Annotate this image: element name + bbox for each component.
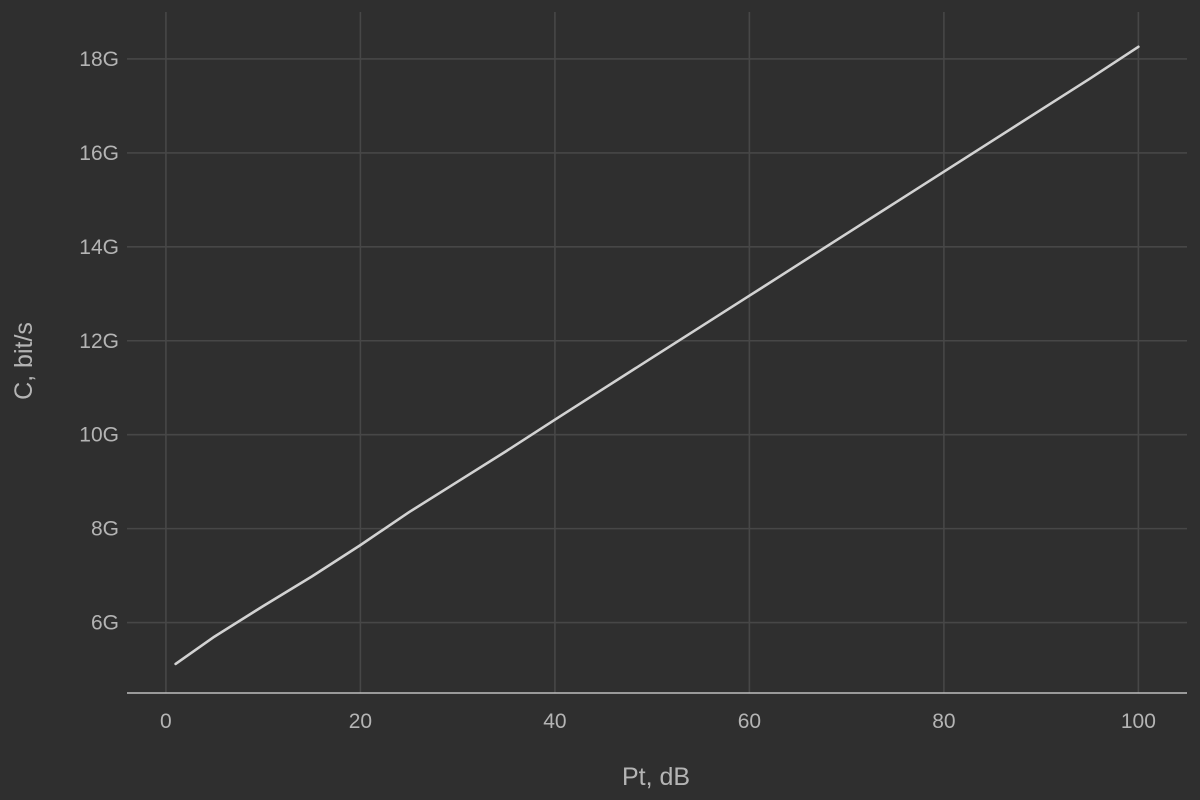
y-tick-label: 6G bbox=[91, 612, 119, 635]
y-tick-label: 14G bbox=[79, 236, 119, 259]
y-tick-label: 16G bbox=[79, 142, 119, 165]
y-axis-title: C, bit/s bbox=[10, 322, 38, 400]
x-tick-label: 100 bbox=[1121, 710, 1156, 733]
x-tick-label: 0 bbox=[160, 710, 172, 733]
grid bbox=[127, 12, 1187, 693]
x-tick-label: 40 bbox=[543, 710, 566, 733]
x-tick-label: 80 bbox=[932, 710, 955, 733]
y-tick-label: 18G bbox=[79, 48, 119, 71]
y-tick-label: 12G bbox=[79, 330, 119, 353]
series-layer bbox=[174, 45, 1140, 666]
x-tick-label: 20 bbox=[349, 710, 372, 733]
series-line bbox=[174, 45, 1140, 666]
x-axis-title: Pt, dB bbox=[622, 763, 690, 791]
x-tick-label: 60 bbox=[738, 710, 761, 733]
y-tick-label: 8G bbox=[91, 518, 119, 541]
y-tick-label: 10G bbox=[79, 424, 119, 447]
tick-labels: 0 20 40 60 80 100 6G 8G 10G 12G 14G 16G 18G bbox=[79, 48, 1156, 733]
